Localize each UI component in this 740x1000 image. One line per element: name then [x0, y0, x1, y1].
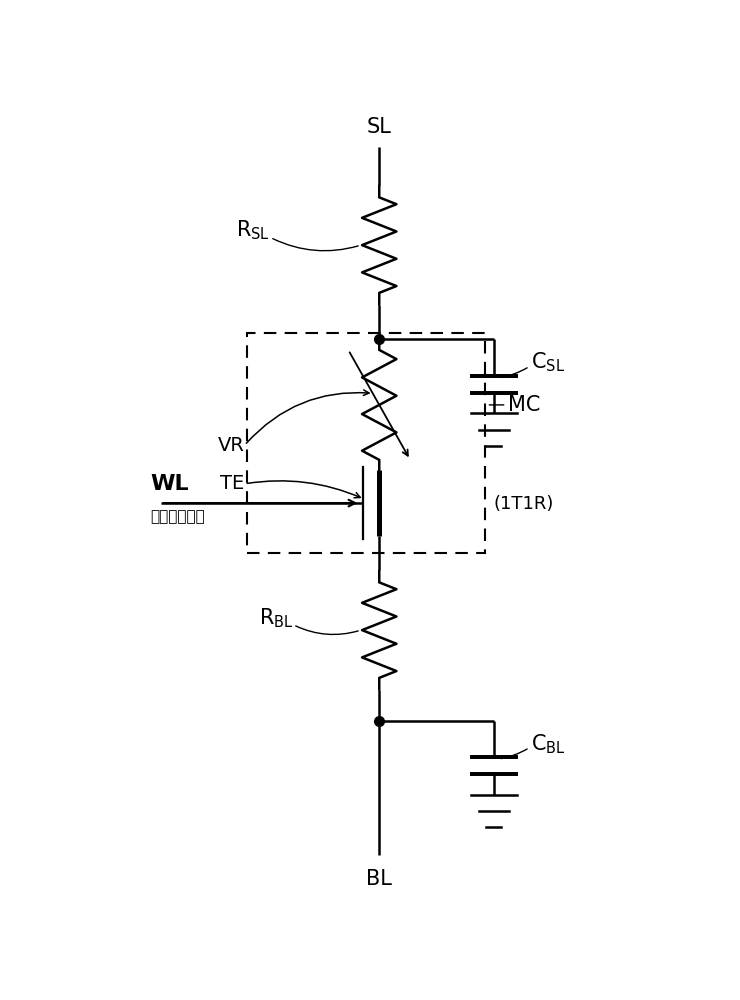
Text: SL: SL: [367, 117, 391, 137]
Text: C$_{\mathregular{SL}}$: C$_{\mathregular{SL}}$: [531, 351, 565, 374]
Text: R$_{\mathregular{BL}}$: R$_{\mathregular{BL}}$: [258, 607, 293, 630]
Bar: [247, 333, 485, 553]
Text: MC: MC: [508, 395, 541, 415]
Text: (1T1R): (1T1R): [494, 495, 554, 513]
Text: BL: BL: [366, 869, 392, 889]
Text: VR: VR: [218, 436, 244, 455]
Text: （电流可控）: （电流可控）: [149, 509, 204, 524]
Text: WL: WL: [149, 474, 189, 494]
Text: C$_{\mathregular{BL}}$: C$_{\mathregular{BL}}$: [531, 732, 566, 756]
Text: TE: TE: [221, 474, 244, 493]
Text: R$_{\mathregular{SL}}$: R$_{\mathregular{SL}}$: [236, 218, 270, 242]
